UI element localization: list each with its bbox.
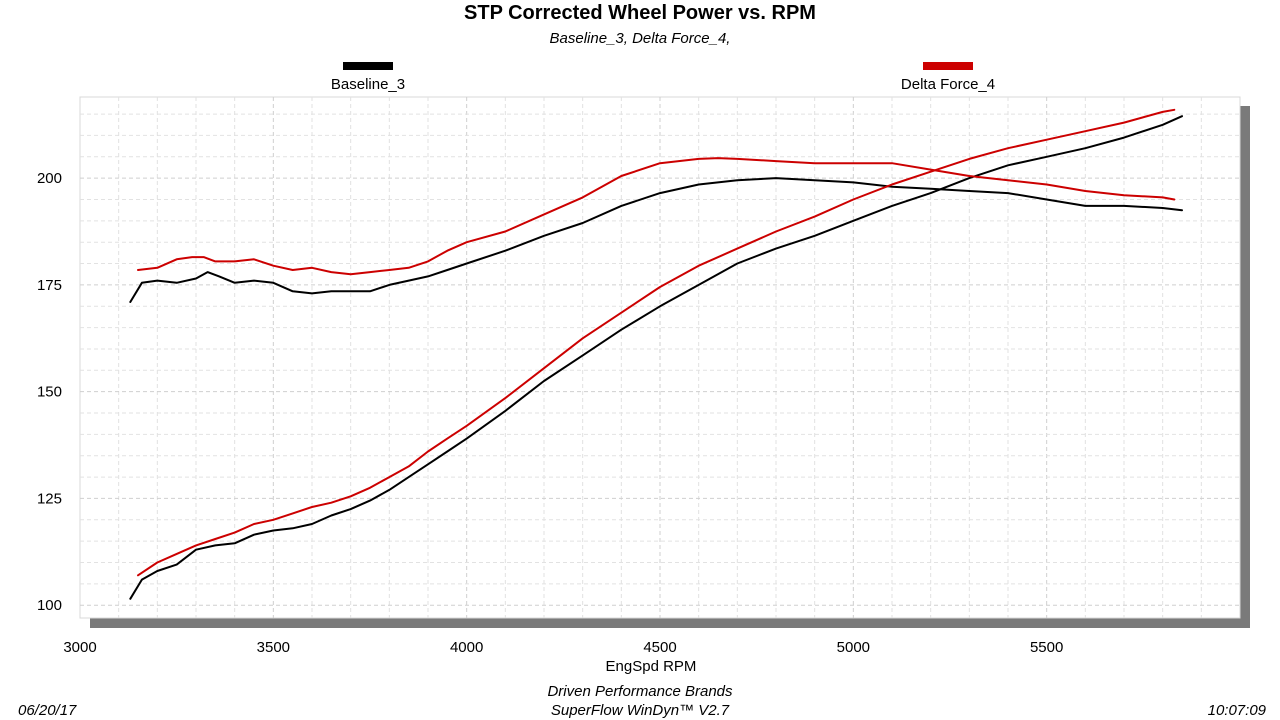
- y-tick-label: 150: [37, 384, 62, 401]
- legend-swatch-baseline: [343, 62, 393, 70]
- x-axis-label: EngSpd RPM: [606, 658, 697, 675]
- plot-shadow-right: [1240, 106, 1250, 628]
- legend-swatch-delta-force: [923, 62, 973, 70]
- chart-subtitle: Baseline_3, Delta Force_4,: [549, 30, 731, 47]
- x-tick-label: 3000: [63, 639, 96, 656]
- legend-item-baseline: Baseline_3: [268, 62, 468, 93]
- y-tick-label: 175: [37, 277, 62, 294]
- y-tick-label: 100: [37, 597, 62, 614]
- series-line-baseline-torque: [129, 177, 1183, 303]
- x-tick-label: 3500: [257, 639, 290, 656]
- footer-company: Driven Performance Brands: [547, 683, 733, 700]
- footer-software: SuperFlow WinDyn™ V2.7: [550, 702, 730, 719]
- series-line-baseline-power: [129, 115, 1183, 600]
- legend-label-baseline: Baseline_3: [330, 76, 406, 93]
- footer-date: 06/20/17: [18, 702, 77, 719]
- x-tick-label: 4000: [450, 639, 483, 656]
- y-tick-label: 125: [37, 490, 62, 507]
- plot-shadow-bottom: [90, 618, 1250, 628]
- legend-item-delta-force: Delta Force_4: [848, 62, 1048, 93]
- x-tick-label: 5500: [1030, 639, 1063, 656]
- footer-time: 10:07:09: [1207, 702, 1266, 719]
- legend-label-delta-force: Delta Force_4: [900, 76, 996, 93]
- x-tick-label: 4500: [643, 639, 676, 656]
- series-line-delta-force-torque: [137, 157, 1176, 276]
- series-line-delta-force-power: [137, 108, 1176, 577]
- y-tick-label: 200: [37, 170, 62, 187]
- x-tick-label: 5000: [837, 639, 870, 656]
- chart-title: STP Corrected Wheel Power vs. RPM: [464, 2, 816, 24]
